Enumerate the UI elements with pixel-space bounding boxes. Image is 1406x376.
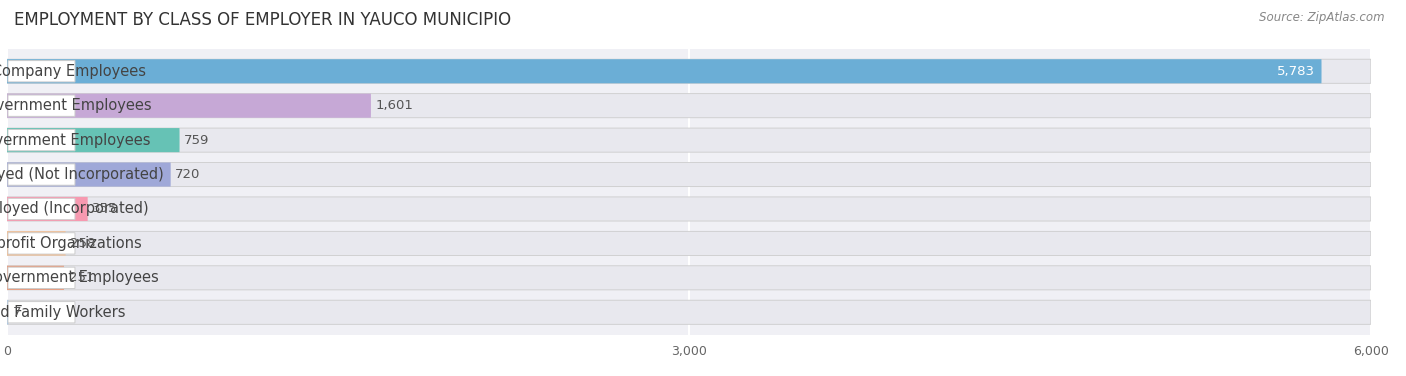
FancyBboxPatch shape [8, 233, 75, 254]
Text: 7: 7 [13, 306, 21, 319]
Text: Self-Employed (Incorporated): Self-Employed (Incorporated) [0, 202, 149, 217]
Text: 258: 258 [70, 237, 96, 250]
Text: 251: 251 [69, 271, 94, 284]
FancyBboxPatch shape [7, 231, 1371, 255]
Text: Local Government Employees: Local Government Employees [0, 133, 150, 148]
FancyBboxPatch shape [7, 94, 371, 118]
FancyBboxPatch shape [7, 266, 65, 290]
Text: Unpaid Family Workers: Unpaid Family Workers [0, 305, 125, 320]
FancyBboxPatch shape [7, 231, 66, 255]
Text: Private Company Employees: Private Company Employees [0, 64, 146, 79]
FancyBboxPatch shape [7, 266, 1371, 290]
FancyBboxPatch shape [7, 162, 1371, 186]
Text: Not-for-profit Organizations: Not-for-profit Organizations [0, 236, 142, 251]
FancyBboxPatch shape [7, 128, 1371, 152]
Text: 759: 759 [184, 133, 209, 147]
Text: 1,601: 1,601 [375, 99, 413, 112]
Text: 5,783: 5,783 [1277, 65, 1315, 78]
FancyBboxPatch shape [8, 302, 75, 323]
Text: Federal Government Employees: Federal Government Employees [0, 270, 159, 285]
FancyBboxPatch shape [8, 164, 75, 185]
FancyBboxPatch shape [7, 197, 87, 221]
Text: State Government Employees: State Government Employees [0, 98, 152, 113]
FancyBboxPatch shape [7, 94, 1371, 118]
Text: 720: 720 [176, 168, 201, 181]
FancyBboxPatch shape [7, 59, 1322, 83]
FancyBboxPatch shape [8, 61, 75, 82]
Text: EMPLOYMENT BY CLASS OF EMPLOYER IN YAUCO MUNICIPIO: EMPLOYMENT BY CLASS OF EMPLOYER IN YAUCO… [14, 11, 512, 29]
FancyBboxPatch shape [8, 95, 75, 116]
FancyBboxPatch shape [7, 300, 8, 324]
Text: Source: ZipAtlas.com: Source: ZipAtlas.com [1260, 11, 1385, 24]
Text: Self-Employed (Not Incorporated): Self-Employed (Not Incorporated) [0, 167, 165, 182]
FancyBboxPatch shape [7, 128, 180, 152]
FancyBboxPatch shape [7, 162, 170, 186]
FancyBboxPatch shape [7, 300, 1371, 324]
FancyBboxPatch shape [7, 59, 1371, 83]
FancyBboxPatch shape [8, 198, 75, 220]
FancyBboxPatch shape [8, 267, 75, 288]
Text: 355: 355 [93, 202, 118, 215]
FancyBboxPatch shape [7, 197, 1371, 221]
FancyBboxPatch shape [8, 129, 75, 151]
